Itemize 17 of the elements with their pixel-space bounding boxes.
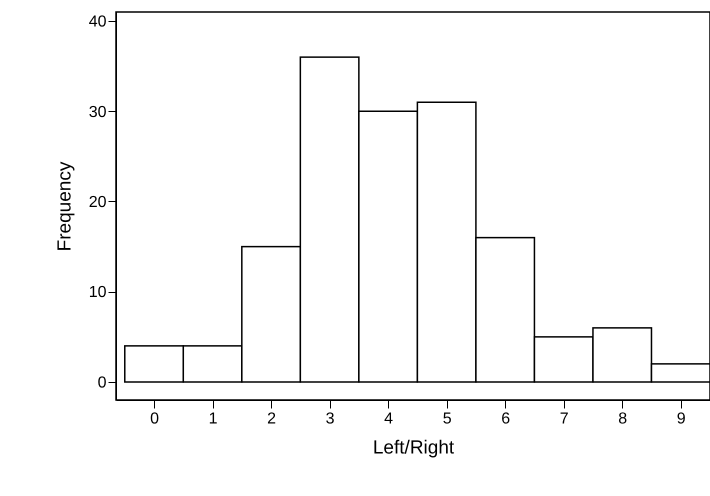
x-tick-label: 3 xyxy=(326,410,335,428)
y-tick-label: 40 xyxy=(88,14,107,31)
x-tick-label: 2 xyxy=(267,410,276,428)
x-tick-label: 8 xyxy=(618,410,628,428)
y-tick-label: 20 xyxy=(88,194,107,211)
y-axis-title: Frequency xyxy=(54,161,76,252)
x-tick-label: 7 xyxy=(560,410,569,428)
x-tick-label: 4 xyxy=(384,410,394,428)
x-tick-label: 0 xyxy=(150,410,160,428)
y-tick-label: 0 xyxy=(98,374,107,392)
y-tick-label: 10 xyxy=(88,284,107,302)
x-tick-label: 5 xyxy=(442,410,452,428)
x-tick-label: 1 xyxy=(208,410,218,428)
y-tick-label: 30 xyxy=(88,104,107,121)
x-axis-title: Left/Right xyxy=(372,438,455,458)
x-tick-label: 6 xyxy=(501,410,510,428)
x-tick-label: 9 xyxy=(676,410,686,428)
